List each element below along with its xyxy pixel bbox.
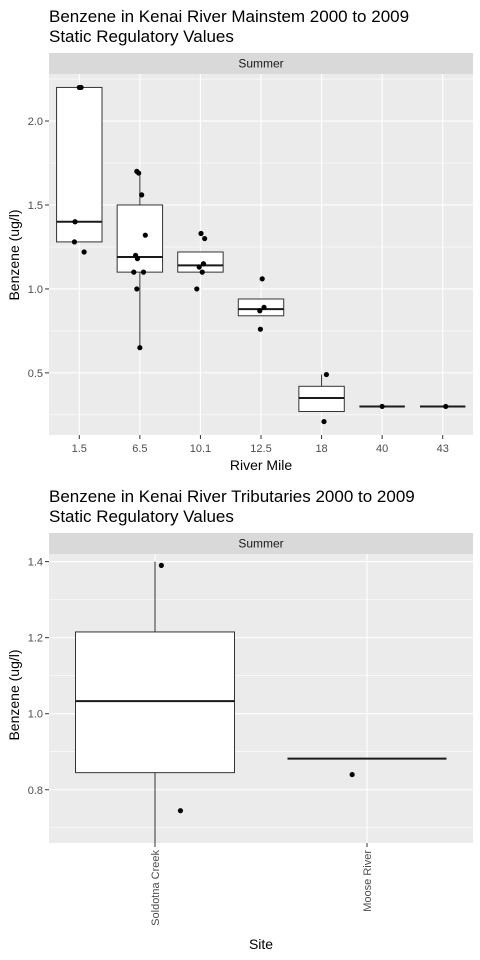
chart1-data-point [139,192,145,198]
chart1-data-point [261,304,267,310]
chart1-x-tick-label: 1.5 [72,443,87,455]
chart1-data-point [257,326,263,332]
chart1-data-point [137,345,143,351]
chart1-x-tick-label: 10.1 [190,443,211,455]
chart1-ylabel: Benzene (ug/l) [6,209,22,300]
chart1-x-tick-label: 6.5 [132,443,147,455]
chart1-data-point [196,264,202,270]
chart2-x-tick-label: Moose River [362,850,374,912]
chart1-data-point [72,219,78,225]
chart1-data-point [81,249,87,255]
chart2-data-point [177,808,184,814]
chart1-y-tick-label: 0.5 [28,368,43,380]
chart2-title-line1: Benzene in Kenai River Tributaries 2000 … [49,487,415,506]
chart2-box [75,631,235,774]
chart1-data-point [257,308,263,314]
chart2-data-point [349,771,355,778]
chart2-facet-label: Summer [238,537,283,551]
chart2-y-tick-label: 1.0 [28,709,43,721]
chart1-x-tick-label: 18 [315,443,327,455]
chart2-y-tick-label: 1.2 [28,633,43,645]
chart1-data-point [142,232,148,238]
chart2-xlabel: Site [249,936,273,952]
chart1-data-point [199,269,205,275]
chart1-data-point [259,276,265,282]
chart1-data-point [379,403,385,410]
chart1-data-point [198,230,204,237]
chart2-title-line2: Static Regulatory Values [49,507,234,526]
chart1-data-point [194,286,200,292]
chart1-box [56,86,103,243]
chart2-title: Benzene in Kenai River Tributaries 2000 … [49,487,415,527]
chart2-plot: Summer Site Benzene (ug/l) 0.8 1.0 1.2 1.4 S… [6,533,473,952]
chart1-x-tick-label: 43 [437,443,449,455]
chart1-x-tick-label: 40 [376,443,388,455]
chart1-x-tick-label: 12.5 [250,443,271,455]
chart2-facet-strip [49,533,473,554]
chart1-data-point [140,269,147,275]
chart1-data-point [78,84,84,91]
chart1-y-tick-label: 1.5 [28,200,43,212]
chart1-data-point [131,269,137,275]
chart1-box [237,298,285,317]
chart1-box [116,204,164,273]
chart2-data-point [158,562,164,569]
chart1-data-point [134,256,141,262]
chart1-plot: Summer River Mile Benzene (ug/l) 0.5 1.0 1… [6,53,473,473]
chart1-xlabel: River Mile [230,457,292,473]
chart1-data-point [136,170,142,176]
chart2-ylabel: Benzene (ug/l) [6,649,22,740]
chart1-data-point [200,261,207,267]
chart1-data-point [323,371,330,378]
chart1-data-point [134,286,140,292]
chart1-facet-strip [49,53,473,74]
chart1-y-tick-label: 2.0 [28,116,43,128]
chart2-y-tick-label: 1.4 [28,557,43,569]
chart1-data-point [202,235,208,242]
chart1-y-tick-label: 1.0 [28,284,43,296]
chart1-data-point [71,239,78,245]
chart1-data-point [321,418,327,425]
chart1-title: Benzene in Kenai River Mainstem 2000 to … [49,7,409,47]
chart2-y-tick-label: 0.8 [28,785,43,797]
chart1-facet-label: Summer [238,57,283,71]
chart1-title-line2: Static Regulatory Values [49,27,234,46]
chart1-title-line1: Benzene in Kenai River Mainstem 2000 to … [49,7,410,26]
chart2-x-tick-label: Soldotna Creek [150,850,162,926]
chart1-data-point [443,403,449,410]
